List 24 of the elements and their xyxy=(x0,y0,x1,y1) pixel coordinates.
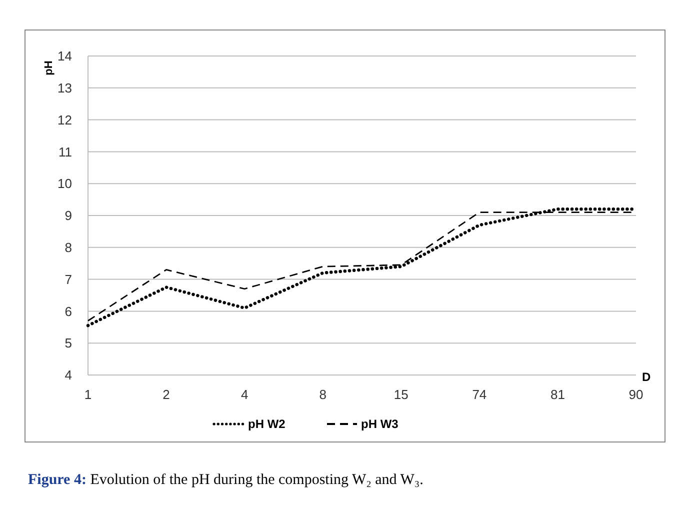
y-tick-label: 14 xyxy=(58,48,72,64)
x-tick-label: 1 xyxy=(84,387,92,402)
x-tick-label: 8 xyxy=(319,387,326,402)
y-tick-label: 4 xyxy=(64,368,72,383)
y-tick-label: 11 xyxy=(58,144,72,160)
legend-label: pH W3 xyxy=(361,417,399,432)
y-tick-label: 5 xyxy=(64,336,72,351)
x-tick-label: 15 xyxy=(394,387,408,402)
x-tick-label: 2 xyxy=(162,387,170,402)
caption: Figure 4: Evolution of the pH during the composting W₂ and W₃. xyxy=(28,472,424,488)
y-tick-label: 13 xyxy=(58,80,72,96)
x-tick-label: 81 xyxy=(550,387,565,402)
y-tick-label: 10 xyxy=(58,176,72,192)
x-axis-title: D xyxy=(642,370,651,384)
y-tick-label: 7 xyxy=(64,272,72,287)
legend-label: pH W2 xyxy=(248,417,286,432)
x-tick-label: 74 xyxy=(472,387,487,402)
y-tick-label: 8 xyxy=(64,240,72,255)
y-tick-label: 9 xyxy=(64,208,72,224)
x-tick-label: 90 xyxy=(628,387,644,402)
x-tick-label: 4 xyxy=(240,387,248,402)
y-axis-title: pH xyxy=(43,60,55,76)
y-tick-label: 12 xyxy=(58,112,72,128)
y-tick-label: 6 xyxy=(64,304,72,319)
